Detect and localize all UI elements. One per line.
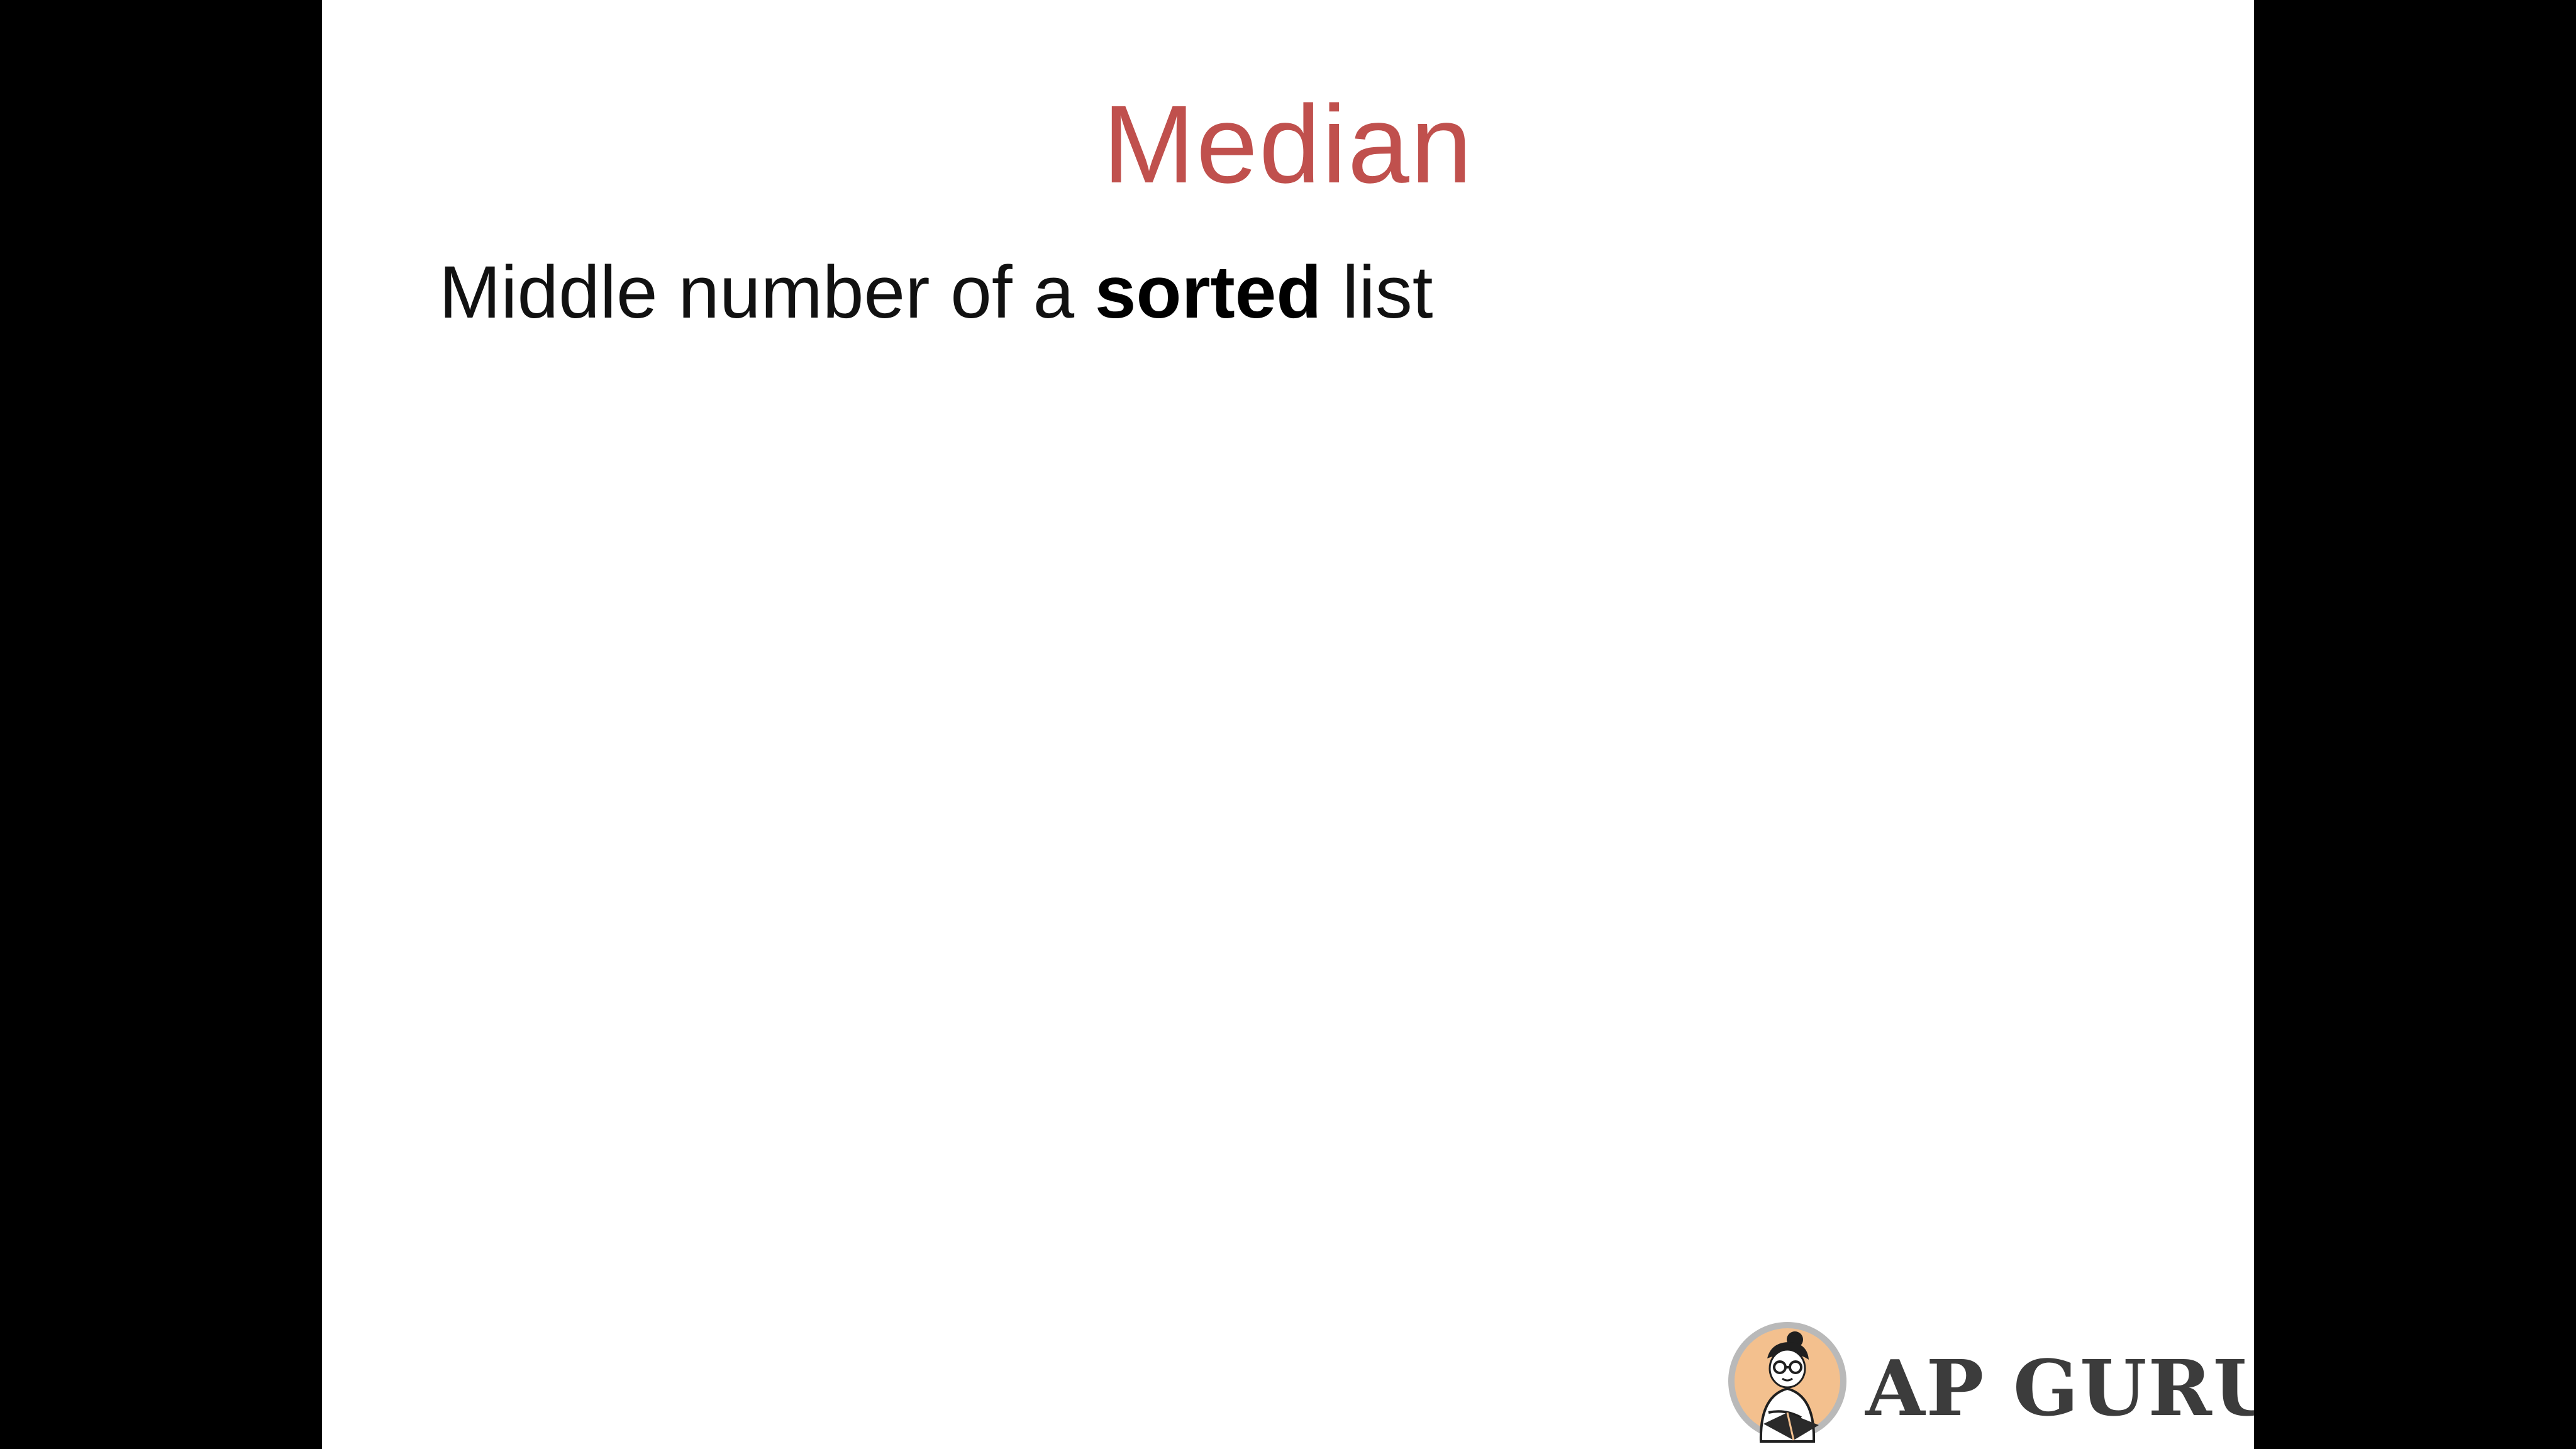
ap-guru-logo: AP GURU bbox=[1724, 1309, 2254, 1449]
reading-person-badge-icon bbox=[1728, 1322, 1846, 1443]
body-text-suffix: list bbox=[1321, 251, 1433, 334]
slide-body-text: Middle number of a sorted list bbox=[439, 245, 1433, 340]
ap-guru-logo-text: AP GURU bbox=[1865, 1343, 2254, 1433]
body-text-prefix: Middle number of a bbox=[439, 251, 1095, 334]
presentation-slide: Median Middle number of a sorted list bbox=[322, 0, 2254, 1449]
slide-title: Median bbox=[1102, 83, 1474, 206]
body-text-emphasis: sorted bbox=[1094, 251, 1322, 334]
